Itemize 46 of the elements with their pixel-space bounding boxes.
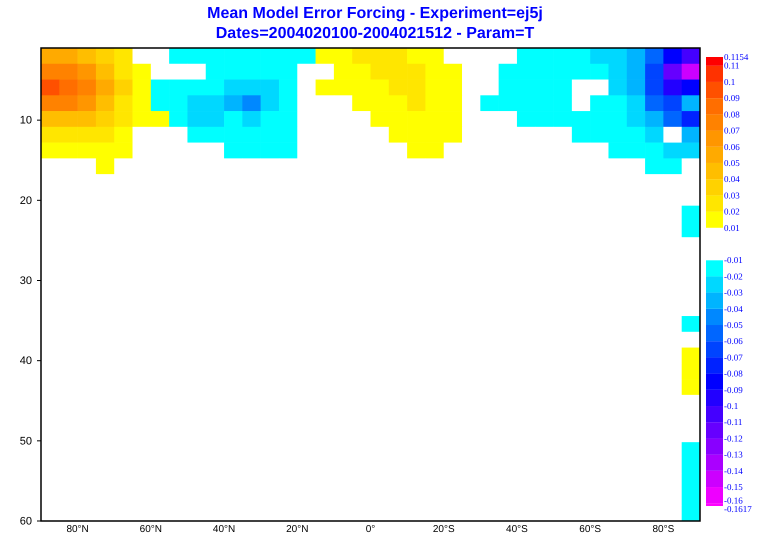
color-bar-label: 0.06	[724, 142, 740, 152]
color-bar-label: -0.04	[724, 304, 744, 314]
y-tick-label: 50	[20, 435, 32, 448]
color-bar-label: 0.08	[724, 109, 740, 120]
color-bar-label: 0.07	[724, 126, 740, 136]
color-bar-label: 0.09	[724, 93, 740, 104]
y-tick-label: 10	[20, 114, 32, 127]
color-bar-label: -0.16	[724, 495, 744, 506]
color-bar-label: -0.03	[724, 288, 744, 298]
color-bar-label: 0.1	[724, 76, 736, 87]
color-bar-label: -0.12	[724, 433, 743, 444]
y-tick-label: 40	[20, 355, 32, 368]
color-bar-label: -0.09	[724, 384, 744, 395]
color-bar-label: -0.1	[724, 401, 738, 412]
x-tick-label: 40°N	[212, 524, 236, 536]
color-bar-label: 0.04	[724, 174, 740, 184]
x-tick-label: 0°	[366, 524, 376, 536]
color-bar-label: -0.08	[724, 368, 744, 379]
color-bar-label: 0.02	[724, 206, 740, 217]
x-tick-label: 40°S	[506, 524, 528, 536]
color-bar-label: 0.05	[724, 158, 740, 168]
color-bar-label: -0.11	[724, 417, 742, 428]
color-bar-label: 0.1154	[724, 52, 749, 62]
x-tick-label: 80°N	[66, 524, 89, 536]
color-bar-label: -0.06	[724, 336, 744, 346]
color-bar-label: -0.14	[724, 466, 744, 476]
chart-title: Mean Model Error Forcing - Experiment=ej5j	[207, 5, 543, 22]
y-tick-label: 20	[20, 194, 32, 207]
x-tick-label: 20°N	[286, 524, 308, 536]
chart-subtitle: Dates=2004020100-2004021512 - Param=T	[216, 25, 534, 42]
color-bar-label: -0.1617	[724, 504, 752, 514]
color-bar-label: 0.03	[724, 190, 740, 200]
x-tick-label: 60°S	[579, 524, 602, 536]
color-bar-label: -0.13	[724, 450, 744, 460]
color-bar-label: -0.01	[724, 255, 743, 266]
color-bar-label: 0.01	[724, 222, 740, 233]
color-bar-label: -0.02	[724, 271, 743, 282]
x-tick-label: 60°N	[140, 524, 162, 536]
x-tick-label: 80°S	[652, 524, 675, 536]
color-bar-label: -0.05	[724, 320, 744, 330]
x-tick-label: 20°S	[432, 524, 455, 536]
y-tick-label: 60	[20, 516, 32, 528]
y-tick-label: 30	[20, 275, 32, 288]
color-bar-label: -0.07	[724, 352, 744, 362]
color-bar-label: 0.11	[724, 60, 740, 71]
color-bar-label: -0.15	[724, 482, 744, 492]
